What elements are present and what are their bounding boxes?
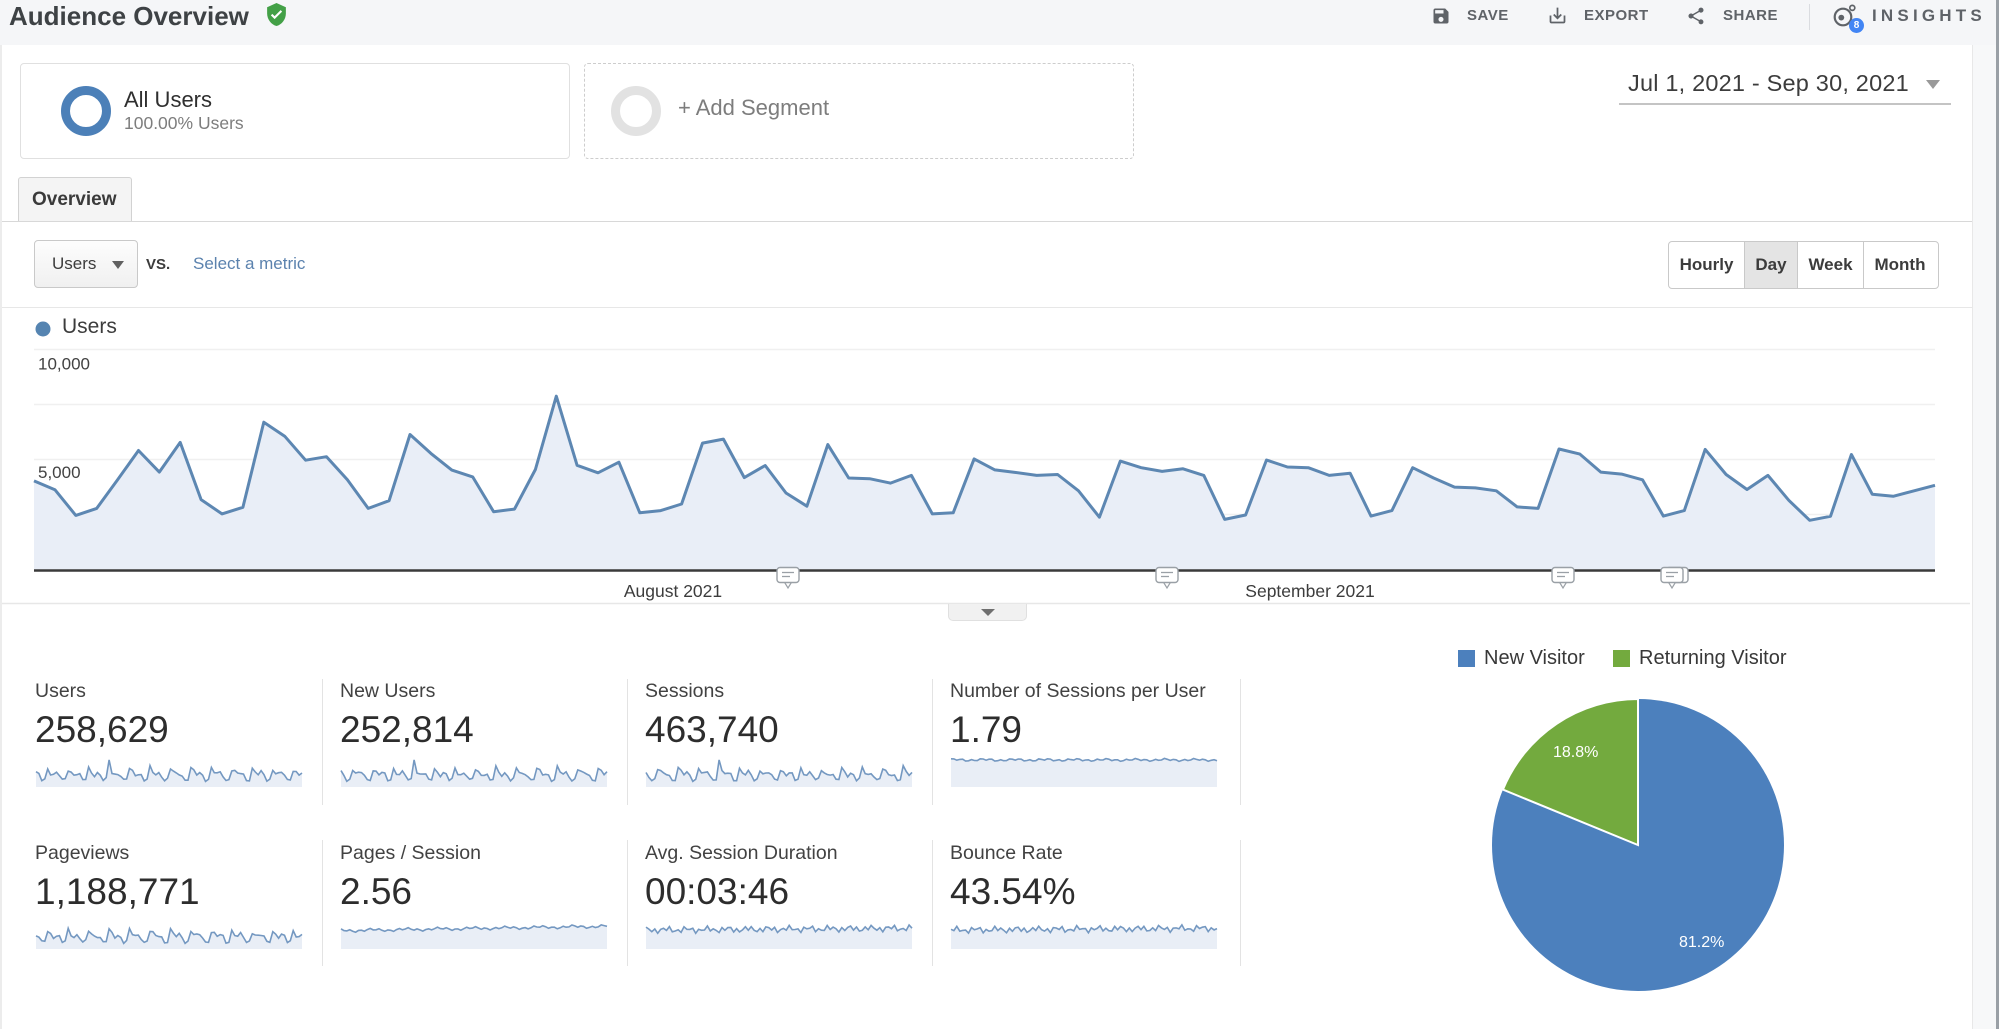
svg-text:18.8%: 18.8%	[1553, 744, 1598, 761]
svg-text:81.2%: 81.2%	[1679, 934, 1724, 951]
svg-text:September 2021: September 2021	[1245, 581, 1374, 601]
svg-text:5,000: 5,000	[38, 463, 81, 482]
svg-text:August 2021: August 2021	[624, 581, 722, 601]
svg-text:10,000: 10,000	[38, 355, 90, 374]
